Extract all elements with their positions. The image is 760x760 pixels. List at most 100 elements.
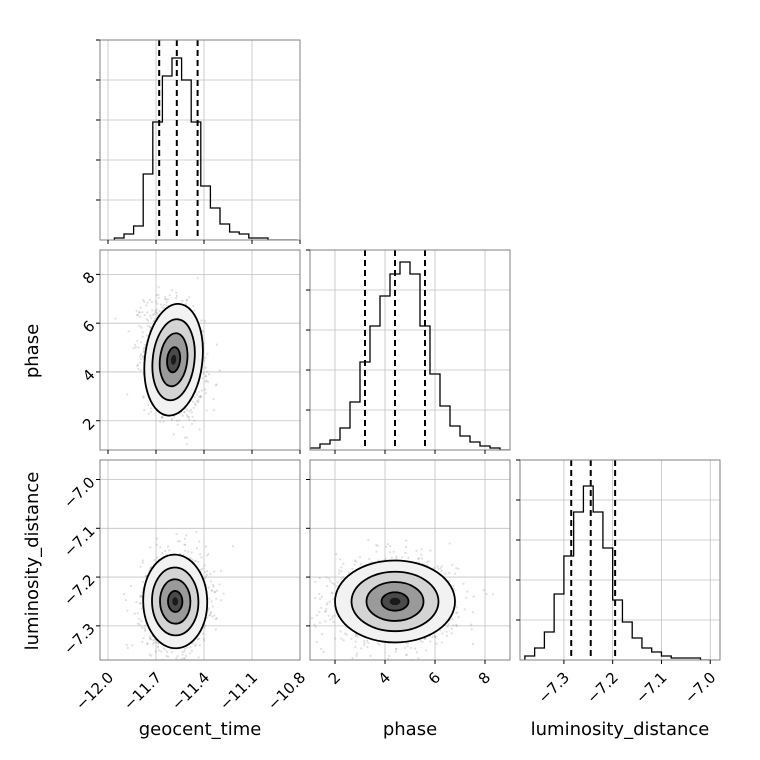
scatter-point	[138, 315, 141, 318]
scatter-point	[311, 617, 314, 620]
y-axis-label-luminosity-distance: luminosity_distance	[22, 472, 43, 651]
scatter-point	[140, 326, 143, 329]
scatter-point	[191, 400, 194, 403]
scatter-point	[395, 647, 398, 651]
scatter-point	[175, 419, 178, 423]
scatter-point	[192, 304, 195, 308]
scatter-point	[204, 624, 207, 627]
scatter-point	[354, 646, 357, 649]
scatter-point	[182, 426, 185, 429]
scatter-point	[139, 594, 142, 597]
scatter-point	[172, 433, 175, 436]
scatter-point	[194, 644, 197, 648]
scatter-point	[127, 330, 130, 333]
scatter-point	[161, 416, 164, 419]
scatter-point	[367, 641, 370, 645]
y-tick-label: −7.0	[60, 473, 98, 511]
scatter-point	[218, 583, 221, 586]
scatter-point	[138, 311, 141, 314]
scatter-point	[336, 581, 339, 584]
scatter-point	[141, 355, 144, 358]
scatter-point	[207, 665, 209, 667]
scatter-point	[333, 583, 336, 586]
scatter-point	[212, 585, 215, 588]
scatter-point	[136, 622, 140, 625]
scatter-point	[318, 592, 321, 596]
scatter-point	[342, 562, 345, 565]
scatter-point	[344, 632, 347, 635]
contour-line	[158, 332, 189, 388]
scatter-point	[213, 614, 216, 617]
contour-line	[142, 553, 209, 650]
scatter-point	[176, 540, 179, 543]
scatter-point	[152, 313, 155, 316]
grid	[310, 250, 510, 450]
scatter-point	[174, 297, 178, 300]
scatter-point	[434, 635, 437, 639]
scatter-point	[138, 623, 141, 626]
scatter-point	[204, 388, 207, 391]
scatter-point	[185, 436, 188, 439]
scatter-point	[450, 632, 453, 635]
scatter-point	[318, 610, 321, 614]
scatter-point	[325, 576, 328, 579]
scatter-point	[472, 595, 475, 598]
scatter-point	[394, 650, 397, 653]
scatter-point	[203, 626, 206, 629]
scatter-point	[401, 556, 404, 559]
scatter-point	[207, 552, 210, 556]
scatter-point	[155, 664, 157, 666]
scatter-point	[376, 544, 379, 548]
scatter-point	[340, 566, 343, 569]
scatter-point	[186, 298, 189, 301]
scatter-point	[144, 624, 147, 627]
scatter-point	[215, 383, 218, 386]
scatter-point	[332, 620, 335, 624]
scatter-point	[142, 299, 145, 302]
x-tick-label: −11.4	[168, 668, 213, 713]
scatter-point	[152, 641, 156, 644]
scatter-point	[182, 657, 185, 660]
scatter-point	[163, 298, 166, 301]
scatter-point	[175, 291, 178, 294]
scatter-point	[122, 593, 125, 596]
scatter-point	[405, 653, 409, 656]
scatter-point	[183, 436, 187, 439]
scatter-point	[335, 584, 338, 588]
scatter-point	[204, 545, 207, 548]
scatter-point	[324, 620, 327, 623]
scatter-point	[143, 629, 147, 632]
scatter-point	[204, 392, 208, 395]
scatter-point	[447, 623, 450, 626]
scatter-point	[205, 370, 208, 373]
scatter-point	[147, 412, 150, 415]
scatter-point	[439, 567, 442, 570]
scatter-point	[472, 643, 475, 646]
x-tick-label: 8	[475, 668, 494, 687]
scatter-point	[454, 572, 457, 575]
scatter-point	[190, 411, 193, 414]
scatter-point	[136, 612, 139, 615]
scatter-point	[157, 293, 160, 296]
y-tick-label: 4	[79, 366, 98, 385]
scatter-point	[389, 545, 392, 548]
scatter-point	[427, 560, 430, 563]
scatter-point	[188, 672, 190, 674]
scatter-point	[189, 652, 192, 655]
scatter-point	[320, 595, 323, 598]
scatter-point	[207, 373, 211, 376]
scatter-point	[451, 563, 454, 567]
scatter-point	[142, 395, 145, 398]
scatter-point	[383, 665, 385, 667]
scatter-point	[143, 314, 146, 317]
scatter-point	[395, 647, 398, 651]
panel-4: 2 4 6 8	[306, 459, 511, 688]
scatter-point	[440, 641, 443, 644]
scatter-point	[437, 567, 440, 570]
scatter-point	[134, 346, 137, 349]
scatter-point	[199, 395, 202, 398]
scatter-point	[342, 639, 345, 642]
panel-frame	[309, 249, 511, 451]
scatter-point	[213, 590, 216, 594]
